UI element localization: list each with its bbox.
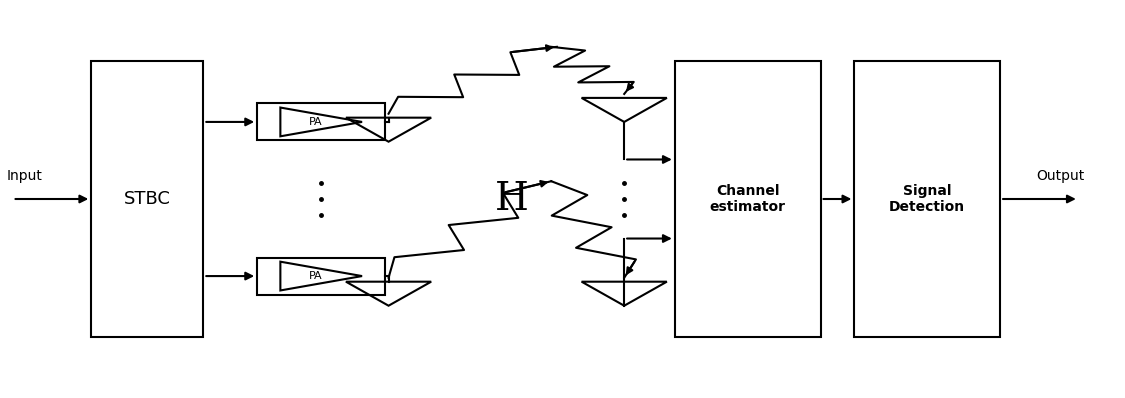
Text: Input: Input — [7, 169, 43, 183]
Bar — [675, 60, 820, 338]
Bar — [256, 103, 386, 140]
Text: STBC: STBC — [124, 190, 171, 208]
Bar — [91, 60, 204, 338]
Bar — [256, 258, 386, 295]
Text: Signal
Detection: Signal Detection — [889, 184, 965, 214]
Text: PA: PA — [308, 117, 322, 127]
Text: H: H — [495, 181, 529, 217]
Text: PA: PA — [308, 271, 322, 281]
Text: Output: Output — [1036, 169, 1084, 183]
Text: Channel
estimator: Channel estimator — [710, 184, 785, 214]
Bar — [854, 60, 1000, 338]
